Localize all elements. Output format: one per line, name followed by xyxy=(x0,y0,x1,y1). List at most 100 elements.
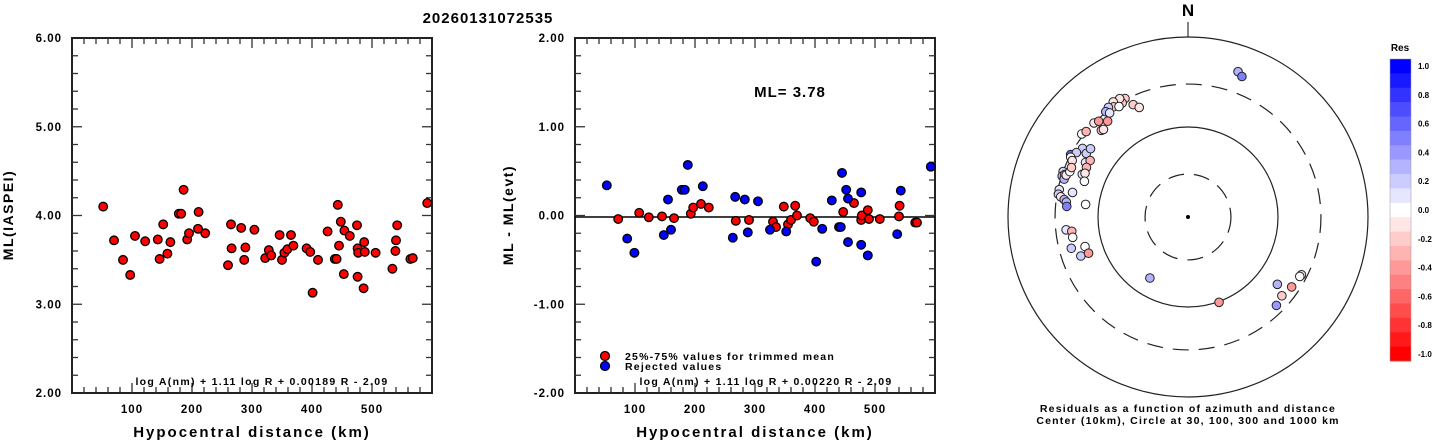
colorbar-band xyxy=(1390,289,1411,304)
data-point xyxy=(837,167,847,178)
polar-caption-line2: Center (10km), Circle at 30, 100, 300 an… xyxy=(1036,415,1339,427)
data-point xyxy=(286,230,296,240)
data-point xyxy=(338,269,349,280)
colorbar-band xyxy=(1390,188,1411,204)
data-point xyxy=(109,235,119,246)
y-axis-label: ML - ML(evt) xyxy=(500,165,516,265)
colorbar-band xyxy=(1390,130,1411,146)
station-point xyxy=(1102,116,1113,127)
data-point xyxy=(843,237,853,248)
data-point xyxy=(184,228,194,239)
data-point xyxy=(407,253,418,264)
residual-distance-plot: 100 200 300 400 500 -2.00 -1.00 0.00 1.00 2.00 ML… xyxy=(500,33,936,441)
data-point xyxy=(162,248,173,259)
colorbar-tick-label: 0.4 xyxy=(1418,148,1430,157)
x-tick-label: 400 xyxy=(804,404,826,416)
data-point xyxy=(334,240,344,251)
data-point xyxy=(643,212,654,223)
data-point xyxy=(912,217,922,228)
y-tick-label: 3.00 xyxy=(36,299,62,311)
data-point xyxy=(226,219,236,230)
station-point xyxy=(1271,300,1282,311)
legend-marker-rejected xyxy=(599,360,611,372)
y-tick-label: 2.00 xyxy=(539,33,565,45)
data-point xyxy=(730,215,741,226)
data-point xyxy=(313,254,323,265)
data-point xyxy=(730,191,741,202)
x-tick-label: 300 xyxy=(744,404,766,416)
data-points xyxy=(601,159,936,267)
y-tick-label: 1.00 xyxy=(539,122,565,134)
data-point xyxy=(422,198,433,209)
data-point xyxy=(370,247,381,258)
station-point xyxy=(1066,243,1077,254)
ring-300km xyxy=(1054,83,1322,351)
data-point xyxy=(895,185,906,196)
data-point xyxy=(392,220,403,231)
data-point xyxy=(843,193,853,204)
data-point xyxy=(152,234,163,245)
data-point xyxy=(874,214,885,225)
data-point xyxy=(249,224,260,235)
data-point xyxy=(98,201,109,212)
data-point xyxy=(118,254,128,265)
colorbar-tick-label: -1.0 xyxy=(1418,350,1432,359)
colorbar-band xyxy=(1390,245,1411,261)
data-point xyxy=(892,229,903,240)
colorbar-band xyxy=(1390,59,1411,74)
polar-caption-line1: Residuals as a function of azimuth and d… xyxy=(1040,403,1336,415)
ring-100km xyxy=(1097,126,1279,308)
legend-label-rejected: Rejected values xyxy=(625,361,722,373)
data-point xyxy=(696,199,706,209)
data-point xyxy=(331,254,342,264)
station-point xyxy=(1067,187,1078,198)
y-tick-label: 0.00 xyxy=(539,211,565,223)
x-tick-label: 100 xyxy=(624,404,646,416)
colorbar-tick-label: 1.0 xyxy=(1418,62,1430,71)
epicenter-dot xyxy=(1186,215,1190,219)
data-point xyxy=(666,224,676,235)
data-point xyxy=(239,254,250,265)
data-point xyxy=(657,211,667,222)
data-point xyxy=(390,246,401,256)
colorbar-tick-label: 0.8 xyxy=(1418,91,1430,100)
data-point xyxy=(130,230,140,241)
plot-frame xyxy=(71,37,433,394)
data-point xyxy=(703,202,714,213)
data-point xyxy=(387,263,398,274)
colorbar-band xyxy=(1390,73,1411,89)
data-point xyxy=(765,224,775,235)
data-point xyxy=(274,230,285,240)
colorbar-tick-label: 0.6 xyxy=(1418,120,1430,129)
station-point xyxy=(1286,282,1297,292)
y-tick-label: -2.00 xyxy=(534,388,565,400)
data-point xyxy=(826,195,837,206)
colorbar-band xyxy=(1390,274,1411,290)
data-point xyxy=(925,161,936,172)
station-point xyxy=(1061,201,1072,212)
data-point xyxy=(352,271,363,282)
station-point xyxy=(1085,143,1096,154)
data-point xyxy=(663,194,673,205)
y-tick-label: 5.00 xyxy=(36,122,62,134)
data-point xyxy=(226,243,237,254)
axis-ticks: 100 200 300 400 500 2.00 3.00 4.00 5.00 6.00 xyxy=(36,33,432,416)
data-point xyxy=(744,214,754,225)
data-point xyxy=(894,200,905,211)
data-point xyxy=(154,254,165,264)
data-point xyxy=(894,211,904,222)
colorbar-band xyxy=(1390,217,1411,233)
data-point xyxy=(811,256,822,267)
data-point xyxy=(634,207,645,218)
data-point xyxy=(792,210,802,221)
colorbar-band xyxy=(1390,317,1411,333)
data-point xyxy=(288,240,299,251)
colorbar-title: Res xyxy=(1391,43,1410,54)
data-point xyxy=(158,219,169,230)
x-tick-label: 500 xyxy=(864,404,886,416)
data-point xyxy=(622,233,633,244)
data-point xyxy=(266,250,277,261)
figure-title: 20260131072535 xyxy=(423,10,554,27)
data-point xyxy=(727,232,738,243)
